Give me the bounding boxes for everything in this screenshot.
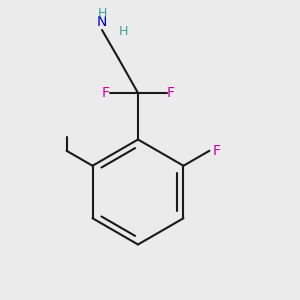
- Text: H: H: [118, 25, 128, 38]
- Text: F: F: [167, 86, 175, 100]
- Text: F: F: [101, 86, 110, 100]
- Text: F: F: [212, 144, 220, 158]
- Text: H: H: [97, 7, 107, 20]
- Text: N: N: [97, 14, 107, 28]
